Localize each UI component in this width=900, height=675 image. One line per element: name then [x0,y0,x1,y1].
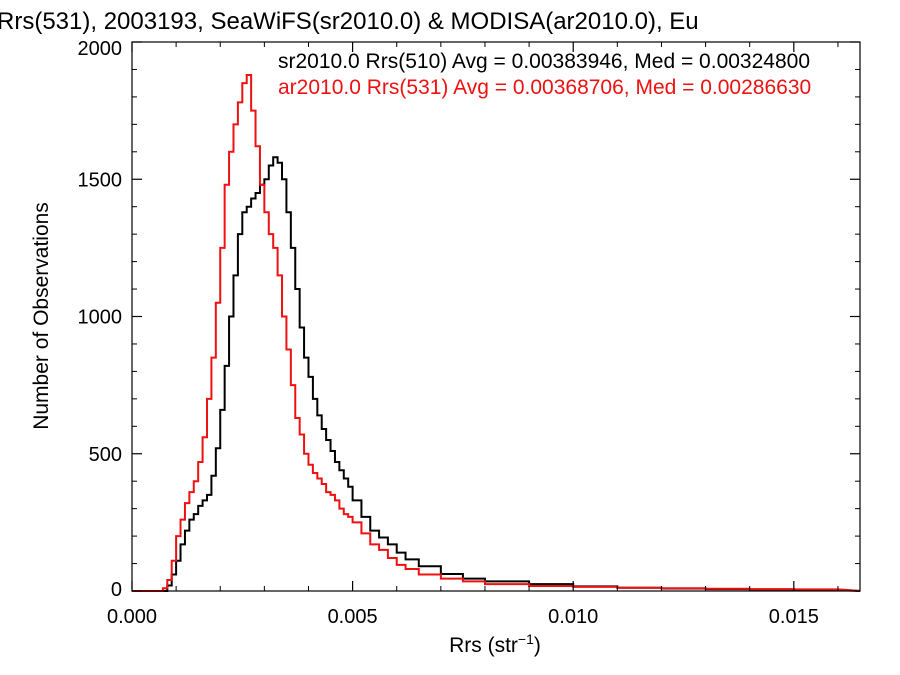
x-axis-title-end: ) [534,634,541,657]
x-tick-label: 0.005 [328,606,378,628]
x-tick-label: 0.010 [548,606,598,628]
plot-frame [131,41,861,592]
plot-area: 0.000 0.005 0.010 0.015 0 500 1000 1500 2000 [78,38,861,628]
x-axis-title-superscript: −1 [518,631,534,647]
series-line-1 [132,156,861,592]
legend-entry-1: sr2010.0 Rrs(510) Avg = 0.00383946, Med … [278,50,810,73]
x-tick-label: 0.015 [769,606,819,628]
legend-entry-2: ar2010.0 Rrs(531) Avg = 0.00368706, Med … [278,76,811,99]
series-line-2 [132,73,861,592]
y-tick-label: 2000 [78,38,123,60]
legend: sr2010.0 Rrs(510) Avg = 0.00383946, Med … [278,50,811,99]
y-tick-label: 500 [89,444,122,466]
x-tick-label: 0.000 [107,606,157,628]
y-tick-label: 1500 [78,169,123,191]
y-axis-title: Number of Observations [30,202,53,430]
x-axis-title: Rrs (str−1) [449,631,541,657]
y-tick-label: 1000 [78,307,123,329]
chart-title: Rrs(531), 2003193, SeaWiFS(sr2010.0) & M… [0,8,699,35]
y-axis: 0 500 1000 1500 2000 [78,38,860,601]
y-tick-label: 0 [111,579,122,601]
series-group [132,73,861,592]
x-axis-title-main: Rrs (str [449,634,518,657]
x-axis: 0.000 0.005 0.010 0.015 [107,42,839,628]
